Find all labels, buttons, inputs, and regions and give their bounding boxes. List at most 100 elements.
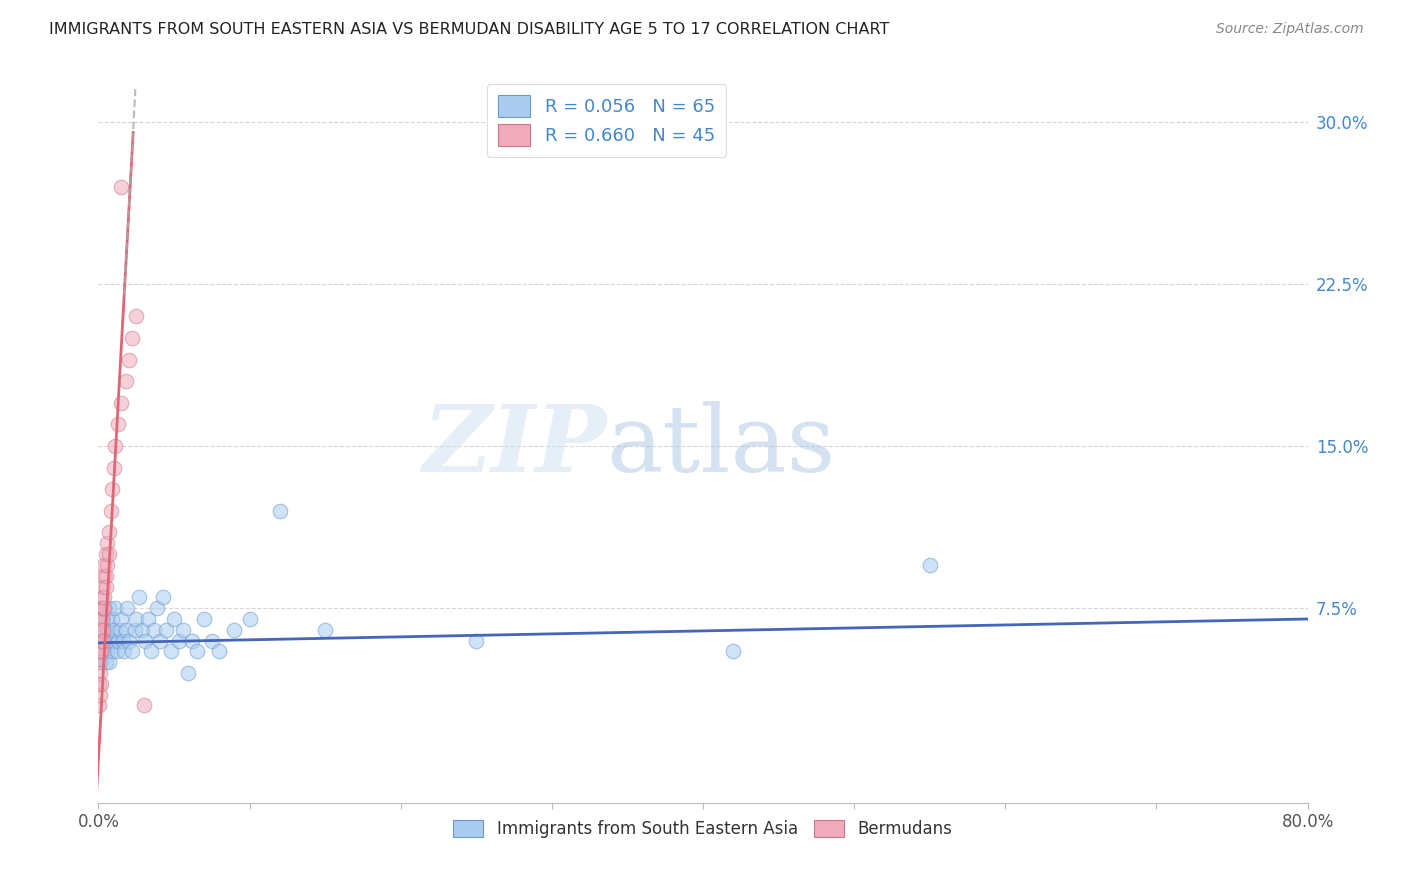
Point <box>90 644 112 658</box>
Point <box>121 644 143 658</box>
Point <box>94 568 117 582</box>
Point <box>108 623 131 637</box>
Point <box>91 591 114 605</box>
Point <box>152 591 174 605</box>
Point <box>89 688 111 702</box>
Point <box>90 677 112 691</box>
Point <box>98 601 121 615</box>
Point <box>723 644 745 658</box>
Point <box>132 698 155 713</box>
Point <box>107 417 129 432</box>
Point <box>91 633 114 648</box>
Point <box>465 633 488 648</box>
Point <box>89 644 111 658</box>
Point <box>224 623 246 637</box>
Point <box>91 601 114 615</box>
Point <box>136 612 159 626</box>
Point <box>91 612 114 626</box>
Point <box>93 601 115 615</box>
Point <box>103 460 125 475</box>
Point <box>93 568 115 582</box>
Text: ZIP: ZIP <box>422 401 606 491</box>
Point <box>141 644 163 658</box>
Point <box>91 644 114 658</box>
Point <box>96 558 118 572</box>
Point <box>114 623 136 637</box>
Point <box>110 612 132 626</box>
Point <box>103 633 125 648</box>
Point <box>90 633 112 648</box>
Point <box>146 601 169 615</box>
Point <box>90 633 112 648</box>
Point <box>103 623 125 637</box>
Point <box>89 644 111 658</box>
Point <box>98 633 121 648</box>
Point <box>89 655 111 669</box>
Point <box>90 601 112 615</box>
Point <box>105 644 128 658</box>
Point <box>93 558 115 572</box>
Point <box>91 633 114 648</box>
Point <box>87 677 110 691</box>
Point <box>110 179 132 194</box>
Point <box>101 482 124 496</box>
Point <box>163 612 186 626</box>
Point <box>89 698 111 713</box>
Point <box>118 633 141 648</box>
Legend: Immigrants from South Eastern Asia, Bermudans: Immigrants from South Eastern Asia, Berm… <box>447 813 959 845</box>
Point <box>96 644 118 658</box>
Point <box>91 580 114 594</box>
Point <box>176 666 198 681</box>
Point <box>193 612 215 626</box>
Point <box>125 612 148 626</box>
Point <box>100 504 122 518</box>
Point <box>90 612 112 626</box>
Point <box>89 633 111 648</box>
Point <box>98 655 121 669</box>
Point <box>101 644 124 658</box>
Point <box>118 352 141 367</box>
Point <box>94 580 117 594</box>
Point <box>96 623 118 637</box>
Point <box>128 591 150 605</box>
Point <box>112 644 135 658</box>
Point <box>100 623 122 637</box>
Point <box>94 612 117 626</box>
Text: IMMIGRANTS FROM SOUTH EASTERN ASIA VS BERMUDAN DISABILITY AGE 5 TO 17 CORRELATIO: IMMIGRANTS FROM SOUTH EASTERN ASIA VS BE… <box>49 22 890 37</box>
Point <box>149 633 172 648</box>
Text: atlas: atlas <box>606 401 835 491</box>
Point <box>93 644 115 658</box>
Point <box>101 612 124 626</box>
Point <box>104 439 127 453</box>
Point <box>98 547 121 561</box>
Point <box>94 547 117 561</box>
Point <box>100 633 122 648</box>
Point <box>131 623 153 637</box>
Point <box>89 623 111 637</box>
Point <box>90 644 112 658</box>
Point <box>89 623 111 637</box>
Point <box>160 644 183 658</box>
Point <box>93 623 115 637</box>
Point <box>90 655 112 669</box>
Point <box>172 623 194 637</box>
Point <box>269 504 291 518</box>
Point <box>143 623 166 637</box>
Point <box>201 633 224 648</box>
Point <box>124 623 146 637</box>
Point <box>90 601 112 615</box>
Point <box>93 601 115 615</box>
Point <box>239 612 262 626</box>
Point <box>186 644 208 658</box>
Point <box>167 633 190 648</box>
Point <box>121 331 143 345</box>
Point <box>208 644 231 658</box>
Text: Source: ZipAtlas.com: Source: ZipAtlas.com <box>1216 22 1364 37</box>
Point <box>90 623 112 637</box>
Point <box>115 601 138 615</box>
Point <box>134 633 156 648</box>
Point <box>111 633 134 648</box>
Point <box>94 633 117 648</box>
Point <box>155 623 177 637</box>
Point <box>125 310 148 324</box>
